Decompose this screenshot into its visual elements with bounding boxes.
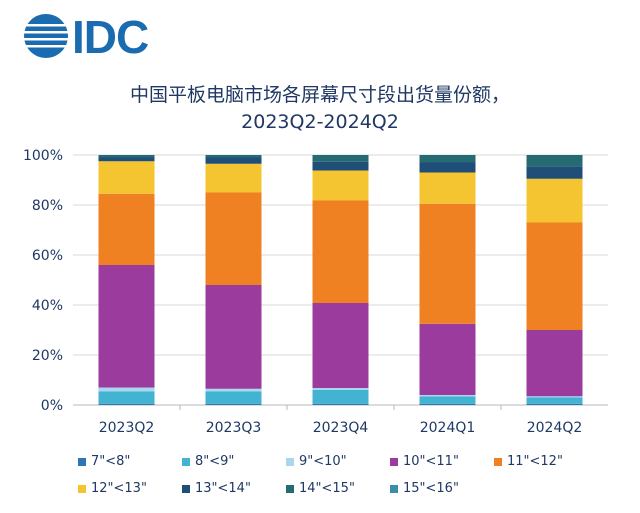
bar-segment <box>205 285 262 389</box>
stacked-bar-chart: 0%20%40%60%80%100% 2023Q2 2023Q3 2023Q4 202… <box>23 148 608 436</box>
legend-swatch <box>286 457 294 466</box>
bar-segment <box>526 330 583 397</box>
bar-segment <box>312 161 369 171</box>
bar-segment <box>98 391 155 404</box>
x-tick-label: 2023Q4 <box>313 420 369 436</box>
bar-segment <box>419 323 476 395</box>
bar-segment <box>526 397 583 404</box>
legend-item: 8"<9" <box>182 454 286 469</box>
legend-label: 12"<13" <box>91 481 147 496</box>
bar-segment <box>98 193 155 265</box>
bar-segment <box>419 155 476 163</box>
globe-icon <box>24 14 68 58</box>
legend-item: 11"<12" <box>494 454 598 469</box>
bar-segment <box>205 155 262 158</box>
chart-title: 中国平板电脑市场各屏幕尺寸段出货量份额， <box>129 84 510 106</box>
legend-item: 7"<8" <box>78 454 182 469</box>
legend-label: 9"<10" <box>299 454 347 469</box>
bar-segment <box>419 395 476 397</box>
y-tick-label: 80% <box>32 198 63 214</box>
bar-segment <box>98 161 155 194</box>
bar-segment <box>526 222 583 330</box>
legend-label: 13"<14" <box>195 481 251 496</box>
legend: 7"<8" 8"<9" 9"<10" 10"<11" 11"<12" 12"<13" 13"… <box>78 454 598 496</box>
legend-swatch <box>78 484 86 493</box>
bar-segment <box>419 203 476 324</box>
legend-item: 10"<11" <box>390 454 494 469</box>
bar-segment <box>419 162 476 173</box>
legend-item: 13"<14" <box>182 481 286 496</box>
bar-segment <box>98 387 155 392</box>
x-axis-ticks: 2023Q2 2023Q3 2023Q4 2024Q1 2024Q2 <box>99 405 583 436</box>
y-axis-ticks: 0% 20% 40% 60% 80% 100% <box>23 148 63 414</box>
bar-segment <box>312 403 369 405</box>
bar-segment <box>312 170 369 201</box>
bar-segment <box>419 172 476 204</box>
legend-swatch <box>390 484 398 493</box>
legend-item: 9"<10" <box>286 454 390 469</box>
x-tick-label: 2024Q2 <box>527 420 583 436</box>
bar-segment <box>98 403 155 405</box>
bar-segment <box>419 403 476 405</box>
legend-label: 10"<11" <box>403 454 459 469</box>
idc-logo <box>24 14 68 58</box>
legend-item: 15"<16" <box>390 481 494 496</box>
legend-swatch <box>182 457 190 466</box>
bar-segment <box>98 265 155 388</box>
bar-segment <box>526 403 583 405</box>
bar-segment <box>205 163 262 193</box>
bar-segment <box>205 192 262 285</box>
bar-segment <box>205 157 262 164</box>
legend-swatch <box>494 457 502 466</box>
y-tick-label: 0% <box>41 398 63 414</box>
y-tick-label: 40% <box>32 298 63 314</box>
x-tick-label: 2024Q1 <box>420 420 476 436</box>
bars <box>98 155 583 405</box>
bar-segment <box>526 166 583 179</box>
legend-label: 15"<16" <box>403 481 459 496</box>
logo-text: IDC <box>72 11 149 63</box>
legend-label: 11"<12" <box>507 454 563 469</box>
bar-segment <box>98 155 155 158</box>
legend-swatch <box>286 484 294 493</box>
bar-segment <box>312 200 369 303</box>
bar-segment <box>312 388 369 390</box>
chart-subtitle: 2023Q2-2024Q2 <box>241 111 399 133</box>
bar-segment <box>205 403 262 405</box>
legend-swatch <box>182 484 190 493</box>
bar-segment <box>526 155 583 167</box>
y-tick-label: 20% <box>32 348 63 364</box>
bar-segment <box>98 157 155 162</box>
bar-segment <box>526 178 583 223</box>
legend-swatch <box>78 457 86 466</box>
bar-segment <box>312 390 369 404</box>
y-tick-label: 60% <box>32 248 63 264</box>
legend-label: 8"<9" <box>195 454 235 469</box>
bar-segment <box>526 396 583 398</box>
x-tick-label: 2023Q2 <box>99 420 155 436</box>
legend-label: 14"<15" <box>299 481 355 496</box>
x-tick-label: 2023Q3 <box>206 420 262 436</box>
y-tick-label: 100% <box>23 148 63 164</box>
bar-segment <box>419 396 476 404</box>
legend-item: 12"<13" <box>78 481 182 496</box>
legend-item: 14"<15" <box>286 481 390 496</box>
bar-segment <box>205 388 262 392</box>
legend-swatch <box>390 457 398 466</box>
bar-segment <box>312 303 369 388</box>
legend-label: 7"<8" <box>91 454 131 469</box>
bar-segment <box>312 155 369 162</box>
bar-segment <box>205 391 262 404</box>
